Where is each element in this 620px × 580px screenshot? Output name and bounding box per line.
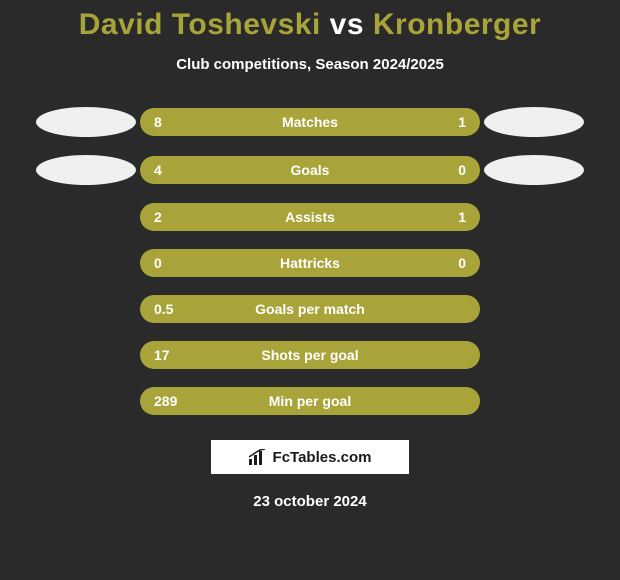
stat-row: 2Assists1: [0, 203, 620, 231]
stat-right-value: 1: [458, 114, 466, 130]
stat-bar: 0Hattricks0: [140, 249, 480, 277]
stat-bar-overlay: 289Min per goal: [140, 387, 480, 415]
stat-row: 289Min per goal: [0, 387, 620, 415]
player2-badge: [480, 155, 588, 185]
page-title: David Toshevski vs Kronberger: [0, 8, 620, 42]
stat-row: 8Matches1: [0, 107, 620, 137]
stat-bar-overlay: 2Assists1: [140, 203, 480, 231]
player2-badge: [480, 107, 588, 137]
subtitle: Club competitions, Season 2024/2025: [0, 56, 620, 73]
stat-right-value: 1: [458, 209, 466, 225]
stat-bar-overlay: 0.5Goals per match: [140, 295, 480, 323]
stat-label: Shots per goal: [140, 347, 480, 363]
stat-row: 4Goals0: [0, 155, 620, 185]
stat-label: Min per goal: [140, 393, 480, 409]
stat-bar-overlay: 17Shots per goal: [140, 341, 480, 369]
stat-bar: 8Matches1: [140, 108, 480, 136]
stat-bar: 0.5Goals per match: [140, 295, 480, 323]
stat-label: Goals: [140, 162, 480, 178]
stat-right-value: 0: [458, 255, 466, 271]
watermark: FcTables.com: [210, 439, 410, 475]
bar-chart-icon: [249, 449, 267, 465]
team-logo-placeholder: [484, 107, 584, 137]
stat-label: Hattricks: [140, 255, 480, 271]
player1-badge: [32, 155, 140, 185]
player1-badge: [32, 107, 140, 137]
date: 23 october 2024: [0, 493, 620, 510]
stat-row: 0.5Goals per match: [0, 295, 620, 323]
stat-label: Matches: [140, 114, 480, 130]
stat-bar-overlay: 0Hattricks0: [140, 249, 480, 277]
vs-label: vs: [330, 8, 364, 41]
stat-label: Assists: [140, 209, 480, 225]
stat-bar: 289Min per goal: [140, 387, 480, 415]
team-logo-placeholder: [484, 155, 584, 185]
team-logo-placeholder: [36, 155, 136, 185]
team-logo-placeholder: [36, 107, 136, 137]
stat-label: Goals per match: [140, 301, 480, 317]
stat-bar: 4Goals0: [140, 156, 480, 184]
stat-bar: 2Assists1: [140, 203, 480, 231]
watermark-text: FcTables.com: [273, 449, 372, 466]
stat-row: 0Hattricks0: [0, 249, 620, 277]
stat-right-value: 0: [458, 162, 466, 178]
player2-name: Kronberger: [373, 8, 541, 41]
stat-row: 17Shots per goal: [0, 341, 620, 369]
stat-bar-overlay: 8Matches1: [140, 108, 480, 136]
stat-bar: 17Shots per goal: [140, 341, 480, 369]
stat-bar-overlay: 4Goals0: [140, 156, 480, 184]
player1-name: David Toshevski: [79, 8, 321, 41]
stat-rows: 8Matches14Goals02Assists10Hattricks00.5G…: [0, 107, 620, 415]
comparison-infographic: David Toshevski vs Kronberger Club compe…: [0, 0, 620, 580]
